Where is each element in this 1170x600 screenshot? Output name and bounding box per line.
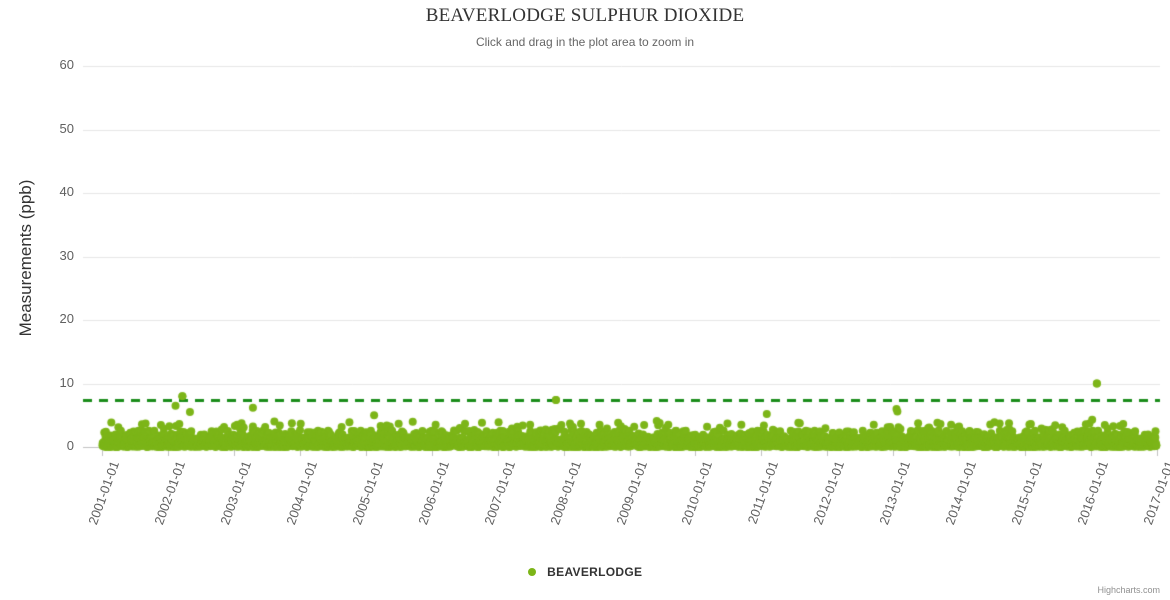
- legend-item-label: BEAVERLODGE: [547, 564, 643, 579]
- highcharts-credits-link[interactable]: Highcharts.com: [1097, 585, 1160, 595]
- x-axis-tick-label: 2004-01-01: [283, 459, 321, 527]
- x-axis-tick-label: 2002-01-01: [151, 459, 189, 527]
- y-axis-tick-label: 40: [59, 184, 74, 199]
- y-axis-tick-label: 10: [59, 374, 74, 390]
- y-axis-tick-label: 60: [59, 57, 74, 72]
- x-axis-tick-label: 2001-01-01: [85, 459, 123, 527]
- x-axis-tick-label: 2003-01-01: [217, 459, 255, 527]
- x-axis-tick-label: 2015-01-01: [1007, 459, 1045, 527]
- y-axis-tick-label: 0: [66, 438, 74, 453]
- chart-legend: BEAVERLODGE: [0, 563, 1170, 581]
- x-axis-tick-label: 2011-01-01: [744, 459, 782, 526]
- x-axis-tick-label: 2007-01-01: [480, 459, 518, 527]
- x-axis-tick-label: 2016-01-01: [1073, 459, 1111, 527]
- x-axis-tick-label: 2005-01-01: [349, 459, 387, 527]
- x-axis-tick-label: 2012-01-01: [810, 459, 848, 527]
- x-axis-tick-label: 2017-01-01: [1139, 459, 1170, 527]
- x-axis-tick-label: 2010-01-01: [678, 459, 716, 527]
- x-axis-tick-label: 2006-01-01: [415, 459, 452, 527]
- y-axis-tick-label: 20: [59, 311, 74, 326]
- x-axis-tick-label: 2009-01-01: [612, 459, 650, 527]
- x-axis-tick-label: 2008-01-01: [546, 459, 584, 527]
- legend-marker-icon: [527, 567, 536, 576]
- y-axis-tick-label: 30: [59, 247, 74, 263]
- y-axis-tick-label: 50: [59, 120, 74, 136]
- x-axis-tick-label: 2013-01-01: [876, 459, 914, 527]
- y-axis-tick-labels: 0 10 20 30 40 50 60: [0, 0, 74, 600]
- legend-item-beaverlodge[interactable]: BEAVERLODGE: [527, 563, 643, 581]
- x-axis-tick-label: 2014-01-01: [942, 459, 979, 527]
